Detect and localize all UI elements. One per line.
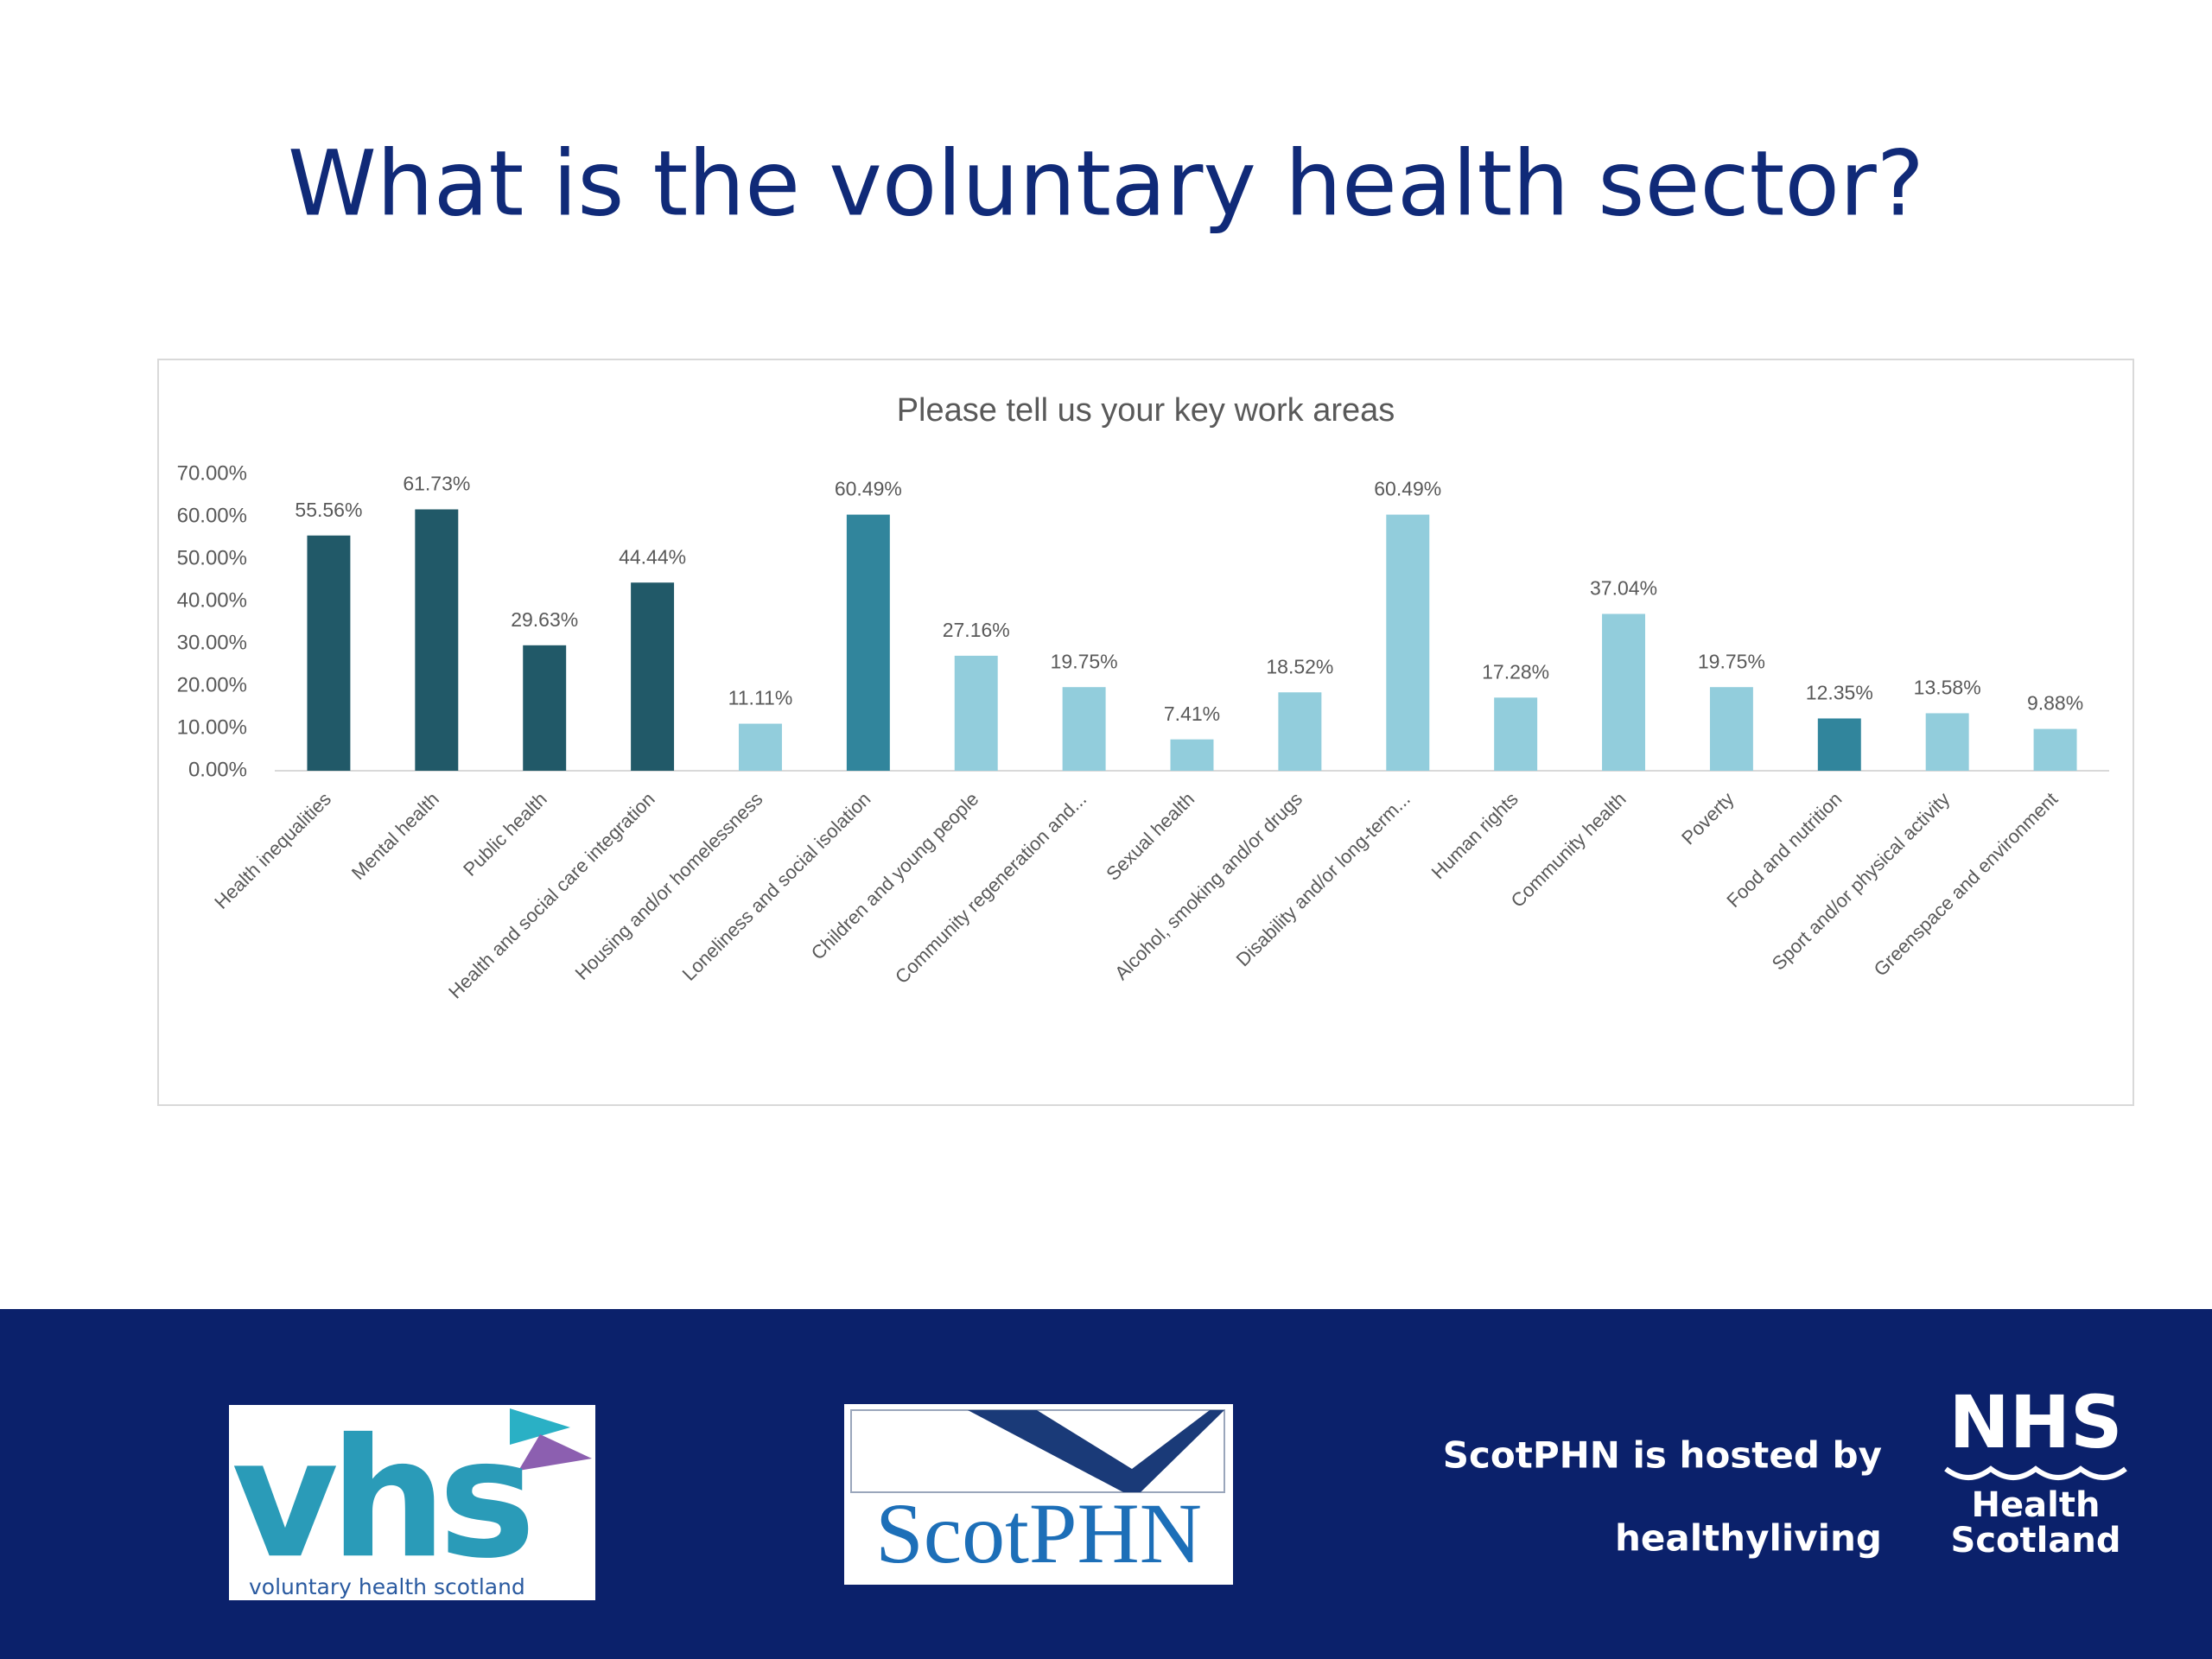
bar [1709,687,1753,771]
bar [954,655,998,771]
value-label: 17.28% [1482,660,1549,683]
y-tick-label: 0.00% [188,758,247,781]
slide-title: What is the voluntary health sector? [288,130,1924,236]
bar [523,645,567,771]
value-label: 11.11% [728,687,793,709]
value-label: 60.49% [835,478,902,500]
bar [631,582,675,771]
logo-shape [968,1410,1224,1492]
value-label: 60.49% [1374,478,1441,500]
logo-shape [850,1409,1225,1493]
value-label: 29.63% [511,608,578,631]
bar [1062,687,1106,771]
nhs-wave [1944,1465,2127,1480]
chart-frame [157,359,2134,1106]
value-label: 44.44% [619,545,686,568]
vhs-logo-text: vhs [232,1403,529,1594]
value-label: 61.73% [403,473,470,495]
value-label: 13.58% [1914,677,1981,699]
bar [307,535,351,771]
hosted-by: ScotPHN is hosted by [1443,1434,1882,1477]
value-label: 37.04% [1590,577,1657,600]
bar [1602,613,1646,771]
bar [1170,739,1214,771]
y-tick-label: 50.00% [177,546,247,569]
bar [2033,728,2077,771]
healthyliving: healthyliving [1615,1517,1882,1560]
scotphn-text: ScotPHN [875,1485,1202,1581]
bar [1494,697,1538,771]
chart-title: Please tell us your key work areas [897,392,1395,429]
scotphn-logo: ScotPHN [844,1404,1233,1585]
bar [1386,514,1430,771]
vhs-logo: vhs voluntary health scotland [229,1403,595,1600]
value-label: 27.16% [943,619,1010,641]
value-label: 12.35% [1806,682,1873,704]
value-label: 7.41% [1164,702,1220,725]
y-tick-label: 20.00% [177,673,247,696]
nhs-health: Health [1972,1485,2101,1525]
y-tick-label: 40.00% [177,588,247,612]
value-label: 19.75% [1698,650,1765,672]
y-tick-label: 30.00% [177,631,247,654]
bar [1817,718,1861,771]
value-label: 9.88% [2027,692,2083,715]
bar [1278,692,1322,771]
bar [415,509,459,771]
bar [846,514,890,771]
bar [738,723,782,771]
y-tick-label: 60.00% [177,504,247,527]
logo-shape [518,1434,592,1471]
value-label: 19.75% [1051,650,1118,672]
nhs-scotland: Scotland [1951,1521,2121,1560]
logo-shape [510,1408,570,1445]
y-tick-label: 70.00% [177,461,247,485]
nhs-text: NHS [1948,1380,2122,1465]
value-label: 18.52% [1266,655,1333,677]
y-tick-label: 10.00% [177,715,247,739]
vhs-name: voluntary health scotland [249,1574,525,1599]
value-label: 55.56% [295,499,362,521]
bar [1925,713,1969,771]
